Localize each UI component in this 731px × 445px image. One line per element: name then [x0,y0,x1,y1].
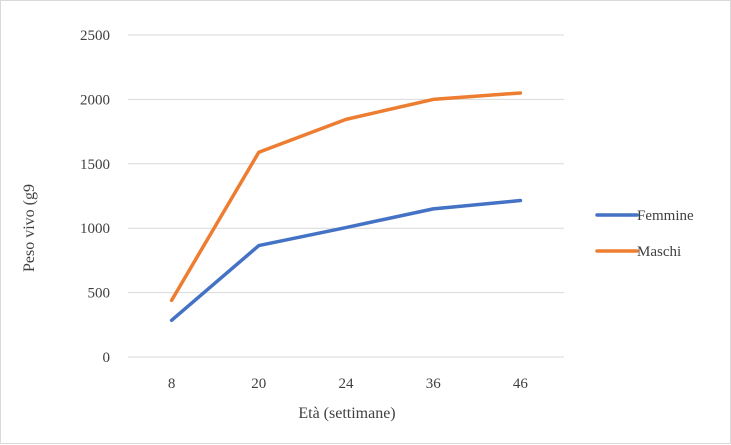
legend: Femmine Maschi [595,208,694,260]
legend-item-maschi: Maschi [595,244,681,260]
y-tick-label: 1000 [80,221,110,237]
series-lines [169,91,523,323]
y-tick-label: 0 [103,350,111,366]
x-tick-label: 20 [251,376,266,392]
x-axis-ticks: 8 20 24 36 46 [168,376,529,392]
x-axis-title: Età (settimane) [298,405,395,422]
series-line-maschi [169,91,523,303]
y-tick-label: 1500 [80,157,110,173]
legend-item-femmine: Femmine [595,208,694,224]
y-axis-title: Peso vivo (g9 [21,184,38,272]
x-tick-label: 46 [513,376,529,392]
series-line-femmine [169,198,523,323]
x-tick-label: 36 [426,376,442,392]
x-tick-label: 8 [168,376,176,392]
y-tick-label: 2000 [80,92,110,108]
legend-label: Maschi [637,244,681,260]
gridlines [128,34,564,358]
legend-label: Femmine [637,208,694,224]
y-tick-label: 500 [88,286,111,302]
y-axis-ticks: 0 500 1000 1500 2000 2500 [80,28,110,366]
y-tick-label: 2500 [80,28,110,44]
x-tick-label: 24 [339,376,355,392]
